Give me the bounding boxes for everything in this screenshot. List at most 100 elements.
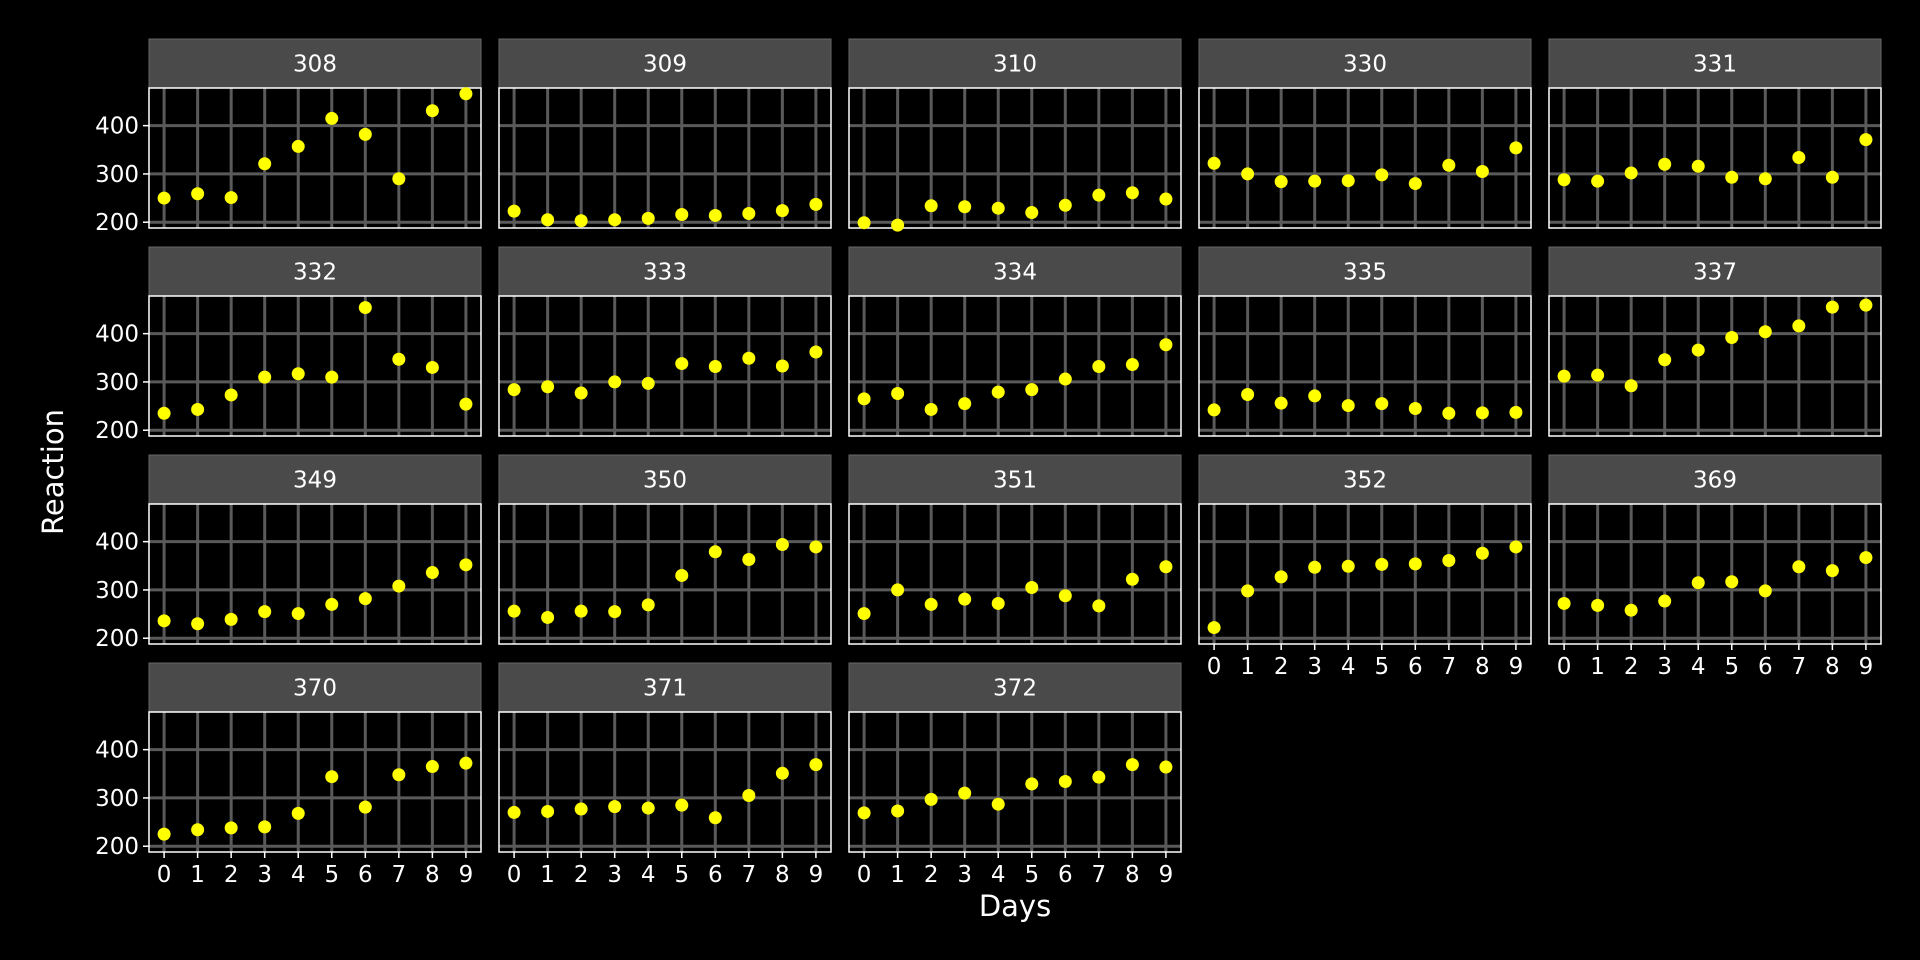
data-point	[1557, 173, 1571, 187]
data-point	[891, 804, 905, 818]
data-point	[258, 370, 272, 384]
data-point	[1624, 379, 1638, 393]
data-point	[608, 800, 622, 814]
data-point	[1341, 399, 1355, 413]
facet-strip-label: 370	[293, 676, 337, 702]
data-point	[291, 367, 305, 381]
data-point	[325, 770, 339, 784]
data-point	[775, 766, 789, 780]
data-point	[1475, 546, 1489, 560]
data-point	[1159, 560, 1173, 574]
data-point	[1025, 581, 1039, 595]
facet-strip	[1198, 38, 1532, 89]
x-tick-label: 9	[1509, 654, 1524, 680]
panel-border	[1548, 503, 1882, 645]
x-tick-label: 4	[1341, 654, 1356, 680]
data-point	[1341, 174, 1355, 188]
y-tick-label: 300	[95, 786, 139, 812]
data-point	[641, 801, 655, 815]
data-point	[358, 301, 372, 315]
data-point	[425, 566, 439, 580]
data-point	[1274, 570, 1288, 584]
x-tick-label: 1	[190, 862, 205, 888]
facet-panel-370: 370 200 300 400 0 1 2 3 4 5 6 7 8 9	[95, 662, 482, 888]
facet-strip-label: 330	[1343, 52, 1387, 78]
data-point	[1825, 300, 1839, 314]
facet-panel-310: 310	[848, 38, 1182, 232]
data-point	[459, 558, 473, 572]
x-tick-label: 4	[991, 862, 1006, 888]
x-tick-label: 0	[1207, 654, 1222, 680]
data-point	[1159, 760, 1173, 774]
data-point	[1658, 157, 1672, 171]
facet-strip	[848, 246, 1182, 297]
x-tick-label: 0	[507, 862, 522, 888]
facet-strip-label: 349	[293, 468, 337, 494]
data-point	[1125, 186, 1139, 200]
data-point	[641, 376, 655, 390]
data-point	[1725, 170, 1739, 184]
data-point	[1557, 596, 1571, 610]
panel-border	[498, 295, 832, 437]
data-point	[541, 213, 555, 227]
data-point	[608, 213, 622, 227]
x-tick-label: 5	[1024, 862, 1039, 888]
panel-border	[148, 711, 482, 853]
facet-strip	[148, 454, 482, 505]
data-point	[1025, 777, 1039, 791]
data-point	[1274, 175, 1288, 189]
facet-strip	[1198, 454, 1532, 505]
data-point	[1591, 598, 1605, 612]
data-point	[991, 596, 1005, 610]
x-tick-label: 2	[224, 862, 239, 888]
data-point	[608, 605, 622, 619]
data-point	[608, 375, 622, 389]
data-point	[358, 127, 372, 141]
data-point	[857, 392, 871, 406]
facet-panel-371: 371 0 1 2 3 4 5 6 7 8 9	[498, 662, 832, 888]
data-point	[507, 805, 521, 819]
data-point	[1509, 405, 1523, 419]
data-point	[857, 216, 871, 230]
data-point	[857, 806, 871, 820]
facet-panel-308: 308 200 300 400	[95, 38, 482, 236]
facet-panel-335: 335	[1198, 246, 1532, 437]
data-point	[1241, 167, 1255, 181]
data-point	[1591, 368, 1605, 382]
data-point	[1725, 331, 1739, 345]
x-tick-label: 7	[1792, 654, 1807, 680]
data-point	[191, 187, 205, 201]
data-point	[1125, 758, 1139, 772]
x-tick-label: 2	[924, 862, 939, 888]
facet-strip-label: 332	[293, 260, 337, 286]
data-point	[991, 797, 1005, 811]
data-point	[425, 104, 439, 118]
data-point	[675, 568, 689, 582]
data-point	[325, 370, 339, 384]
facet-panel-334: 334	[848, 246, 1182, 437]
data-point	[708, 208, 722, 222]
panel-background	[499, 504, 831, 644]
panel-background	[1549, 88, 1881, 228]
data-point	[1442, 158, 1456, 172]
panel-border	[1198, 295, 1532, 437]
data-point	[675, 357, 689, 371]
data-point	[1207, 403, 1221, 417]
facet-strip-label: 371	[643, 676, 687, 702]
facet-strip-label: 331	[1693, 52, 1737, 78]
x-tick-label: 7	[742, 862, 757, 888]
facet-strip-label: 337	[1693, 260, 1737, 286]
panel-background	[849, 296, 1181, 436]
data-point	[891, 583, 905, 597]
data-point	[1025, 206, 1039, 220]
data-point	[459, 397, 473, 411]
panel-border	[848, 87, 1182, 229]
x-tick-label: 5	[324, 862, 339, 888]
facet-strip-label: 351	[993, 468, 1037, 494]
data-point	[675, 798, 689, 812]
data-point	[1058, 198, 1072, 212]
facet-strip-label: 333	[643, 260, 687, 286]
panel-border	[848, 295, 1182, 437]
x-tick-label: 9	[809, 862, 824, 888]
data-point	[541, 380, 555, 394]
